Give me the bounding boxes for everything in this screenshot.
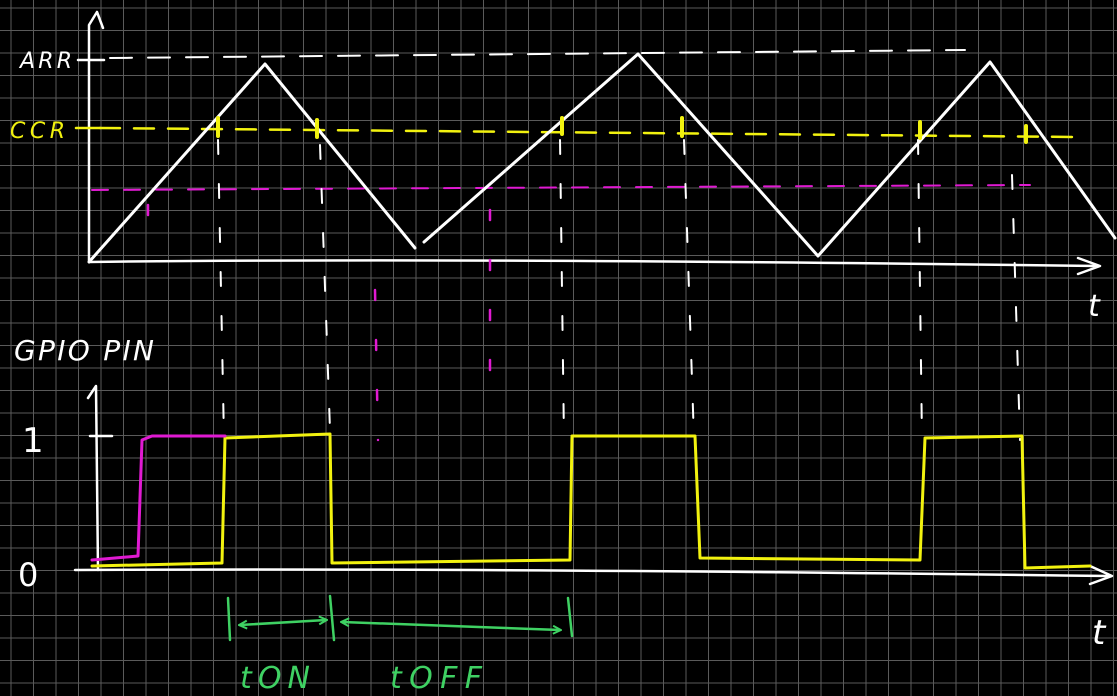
projection-lines <box>146 139 1021 442</box>
pwm-output-ccr <box>90 432 1092 570</box>
ccr-dashed-level <box>98 126 1077 139</box>
level-zero-label: 0 <box>18 556 38 594</box>
t-on-right-tick <box>328 594 336 642</box>
ccr-label: CCR <box>10 119 65 144</box>
timing-annotations <box>226 594 574 642</box>
ccr-crossing-markers <box>216 116 1028 144</box>
t-off-right-tick <box>566 596 574 638</box>
gpio-pin-label: GPIO PIN <box>14 334 154 367</box>
t-on-label: tON <box>240 661 310 696</box>
counter-triangle-wave <box>87 62 417 264</box>
counter-triangle-wave-2 <box>422 52 1117 258</box>
counter-y-axis <box>87 10 105 264</box>
t-on-left-tick <box>226 596 232 642</box>
low-dashed-level <box>91 184 1031 191</box>
gpio-time-axis <box>73 564 1114 586</box>
t-on-double-arrow-icon <box>240 620 326 625</box>
gpio-y-axis <box>86 384 100 572</box>
level-one-label: 1 <box>22 421 44 461</box>
gpio-plot <box>73 384 1114 586</box>
pwm-output-low <box>90 434 227 562</box>
t-off-double-arrow-icon <box>342 622 560 630</box>
arr-dashed-level <box>109 49 966 59</box>
counter-plot <box>74 10 1117 276</box>
t-off-label: tOFF <box>390 661 483 696</box>
bottom-time-axis-label: t <box>1092 613 1107 653</box>
top-time-axis-label: t <box>1088 289 1101 324</box>
counter-time-axis <box>87 256 1102 276</box>
arr-label: ARR <box>18 49 72 74</box>
